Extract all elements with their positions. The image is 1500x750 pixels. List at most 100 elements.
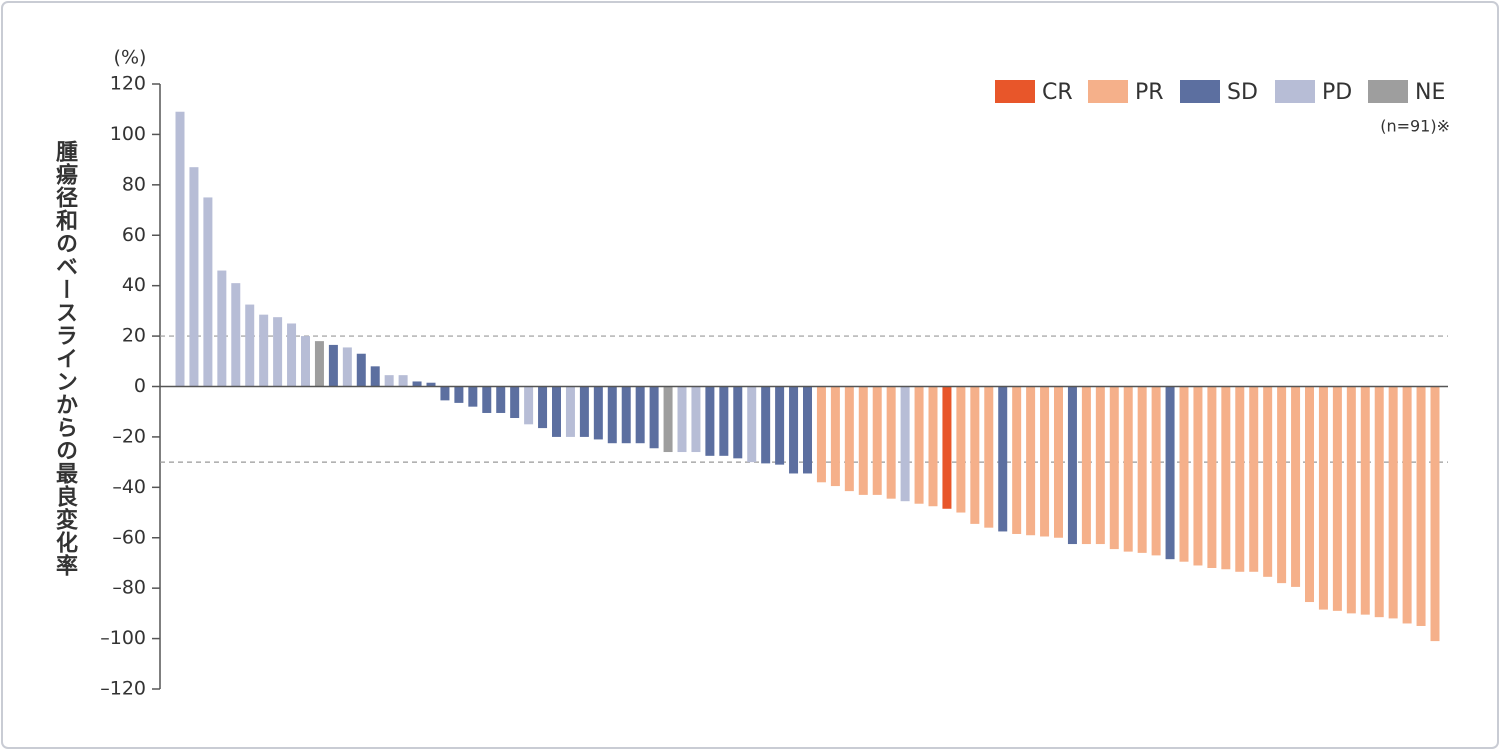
bar [928,386,938,507]
bar [175,111,185,387]
bar [733,386,743,459]
bar [593,386,603,440]
bar [579,386,589,437]
y-tick-label: 20 [122,325,146,347]
bar [1402,386,1412,624]
bar [998,386,1008,532]
bar [356,353,366,387]
bar [816,386,826,483]
bar [1416,386,1426,626]
bar [1193,386,1203,566]
bar [273,317,283,387]
bar [914,386,924,504]
y-tick-label: –20 [112,425,146,447]
bar [621,386,631,444]
bar [565,386,575,437]
bar [496,386,506,413]
bar [1040,386,1050,537]
bar [1012,386,1022,534]
bar [635,386,645,444]
bar [398,375,408,387]
bar [761,386,771,464]
legend-swatch [1368,80,1408,103]
bar [677,386,687,453]
legend-swatch [1275,80,1315,103]
bar [691,386,701,453]
bar [803,386,812,474]
legend-label: NE [1415,80,1445,105]
bar [454,386,464,403]
bar [1318,386,1328,610]
bar [1305,386,1314,603]
note: (n=91)※ [1380,117,1450,136]
bar [1081,386,1091,545]
bar [1360,386,1370,615]
bar [384,375,394,387]
bar [440,386,450,401]
bar [705,386,715,456]
y-tick-label: 80 [122,173,146,195]
bar [1388,386,1398,619]
bar [468,386,478,407]
bar [552,386,561,437]
bar [1291,386,1301,587]
legend-label: CR [1042,80,1073,105]
bar [1346,386,1356,614]
bar [789,386,799,474]
bar [984,386,994,528]
bar [1067,386,1077,545]
bar [1277,386,1287,584]
bar [942,386,952,509]
bar [1221,386,1231,570]
bar [1374,386,1384,618]
bar [1332,386,1342,611]
legend-swatch [995,80,1035,103]
bar [203,197,213,387]
legend-label: PR [1135,80,1164,105]
bar [287,323,297,387]
y-tick-label: 100 [110,123,146,145]
y-tick-label: 0 [134,375,146,397]
bar [342,347,352,387]
bar [482,386,492,413]
bar [1249,386,1259,572]
legend-swatch [1180,80,1220,103]
legend-label: PD [1322,80,1352,105]
y-axis-label: 腫瘍径和のベースラインからの最良変化率 [52,140,78,577]
legend-swatch [1088,80,1128,103]
bar [1137,386,1147,553]
y-tick-label: –100 [100,627,146,649]
bar [510,386,520,419]
bar [1430,386,1440,642]
bar [775,386,785,465]
y-tick-label: –80 [112,577,146,599]
bar [1054,386,1063,538]
bar [1151,386,1161,556]
y-tick-label: –120 [100,678,146,700]
bar [412,381,422,387]
bar [231,283,241,387]
y-tick-label: –60 [112,526,146,548]
bar [830,386,840,487]
bar [1207,386,1217,568]
bar [872,386,882,495]
bar [886,386,896,499]
bar [314,341,324,387]
bar [524,386,534,425]
bar [1179,386,1189,562]
y-unit: (%) [114,47,147,69]
bar [1026,386,1036,536]
bar [245,304,255,387]
legend-label: SD [1227,80,1258,105]
bar [426,382,436,387]
bar [607,386,617,444]
bar [663,386,673,453]
bar [301,336,310,387]
bar [844,386,854,492]
bar [900,386,910,502]
bar [1263,386,1273,577]
bar [217,270,227,387]
bar [189,167,199,387]
